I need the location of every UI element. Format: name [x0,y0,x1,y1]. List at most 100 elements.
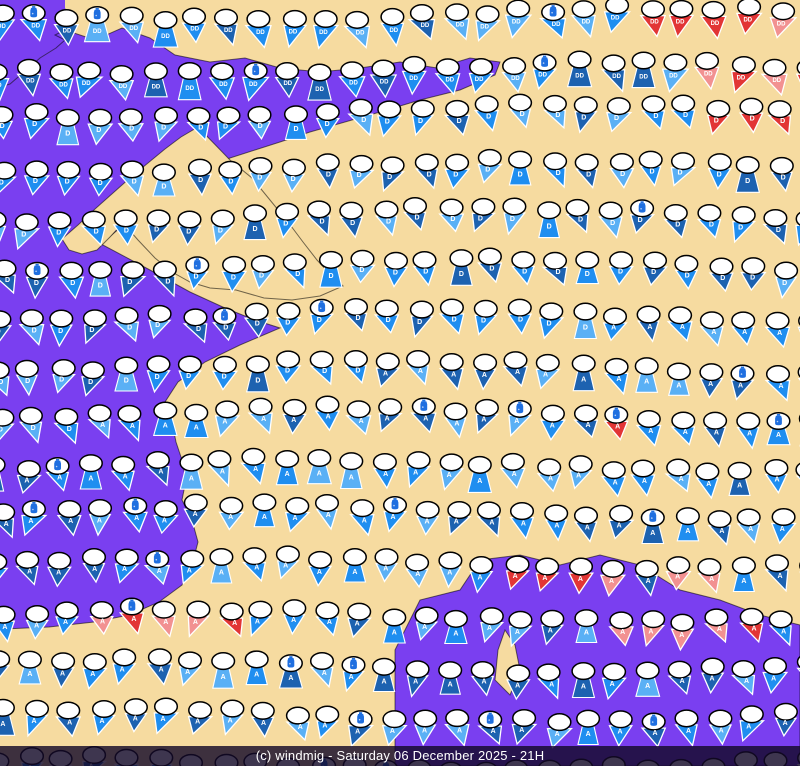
svg-text:A: A [27,671,32,678]
svg-text:D: D [585,271,590,278]
svg-text:D: D [257,175,262,182]
svg-text:D: D [614,115,619,122]
svg-text:DD: DD [63,28,72,34]
svg-text:A: A [317,470,322,477]
svg-text:A: A [706,481,711,488]
svg-text:DD: DD [737,76,746,82]
svg-text:A: A [92,566,97,573]
svg-text:DD: DD [129,26,138,32]
svg-text:D: D [70,280,75,287]
svg-text:D: D [738,224,743,231]
svg-text:D: D [780,118,785,125]
svg-text:A: A [383,471,388,478]
svg-text:A: A [477,478,482,485]
svg-text:A: A [647,324,652,331]
svg-text:D: D [485,166,490,173]
svg-text:A: A [2,624,7,631]
svg-text:D: D [720,275,725,282]
svg-text:A: A [67,720,72,727]
svg-text:A: A [424,519,429,526]
svg-text:A: A [158,469,163,476]
svg-text:A: A [548,628,553,635]
svg-text:A: A [422,728,427,735]
svg-text:D: D [98,180,103,187]
svg-text:DD: DD [552,22,561,28]
svg-text:D: D [222,373,227,380]
svg-text:D: D [223,325,228,332]
svg-text:D: D [776,227,781,234]
svg-text:D: D [750,116,755,123]
svg-text:D: D [520,111,525,118]
svg-text:A: A [708,381,713,388]
svg-text:D: D [709,222,714,229]
svg-text:D: D [258,123,263,130]
svg-text:D: D [414,214,419,221]
svg-text:A: A [285,471,290,478]
svg-text:D: D [56,230,61,237]
svg-text:DD: DD [611,16,620,22]
svg-text:D: D [685,272,690,279]
svg-text:A: A [515,369,520,376]
svg-text:A: A [652,730,657,737]
svg-text:A: A [291,617,296,624]
svg-text:D: D [193,274,198,281]
svg-text:A: A [322,723,327,730]
svg-text:DD: DD [650,20,659,26]
svg-text:DD: DD [0,24,6,30]
svg-text:D: D [223,124,228,131]
svg-text:D: D [355,367,360,374]
svg-text:DD: DD [31,24,40,30]
svg-text:D: D [450,216,455,223]
svg-text:A: A [747,431,752,438]
svg-text:DD: DD [777,21,786,27]
svg-text:A: A [778,383,783,390]
svg-text:A: A [748,526,753,533]
svg-text:D: D [259,273,264,280]
svg-text:A: A [326,512,331,519]
svg-text:D: D [322,368,327,375]
svg-text:DD: DD [349,81,358,87]
svg-text:A: A [642,478,647,485]
svg-text:A: A [68,518,73,525]
svg-text:D: D [58,328,63,335]
svg-text:A: A [262,514,267,521]
svg-text:D: D [457,118,462,125]
svg-text:D: D [555,112,560,119]
svg-text:A: A [163,422,168,429]
svg-text:D: D [129,126,134,133]
svg-text:D: D [745,178,750,185]
svg-text:D: D [326,171,331,178]
svg-text:D: D [653,113,658,120]
svg-text:D: D [328,273,333,280]
svg-text:D: D [5,277,10,284]
svg-text:A: A [771,675,776,682]
svg-text:A: A [514,418,519,425]
svg-text:D: D [583,325,588,332]
svg-text:A: A [254,565,259,572]
svg-text:A: A [195,718,200,725]
svg-text:DD: DD [512,20,521,26]
svg-text:A: A [477,574,482,581]
svg-text:A: A [254,671,259,678]
svg-text:A: A [193,619,198,626]
svg-text:DD: DD [612,74,621,80]
svg-text:A: A [613,479,618,486]
svg-text:D: D [359,267,364,274]
svg-text:D: D [452,317,457,324]
svg-text:A: A [228,718,233,725]
svg-text:A: A [644,379,649,386]
svg-text:D: D [283,221,288,228]
svg-text:A: A [193,511,198,518]
svg-text:D: D [578,216,583,223]
svg-text:A: A [255,619,260,626]
svg-text:D: D [31,425,36,432]
svg-text:D: D [67,426,72,433]
svg-text:A: A [512,471,517,478]
svg-text:D: D [478,215,483,222]
svg-text:A: A [648,428,653,435]
svg-text:A: A [56,570,61,577]
svg-text:A: A [327,619,332,626]
svg-text:D: D [98,282,103,289]
svg-text:A: A [131,616,136,623]
svg-text:A: A [742,329,747,336]
